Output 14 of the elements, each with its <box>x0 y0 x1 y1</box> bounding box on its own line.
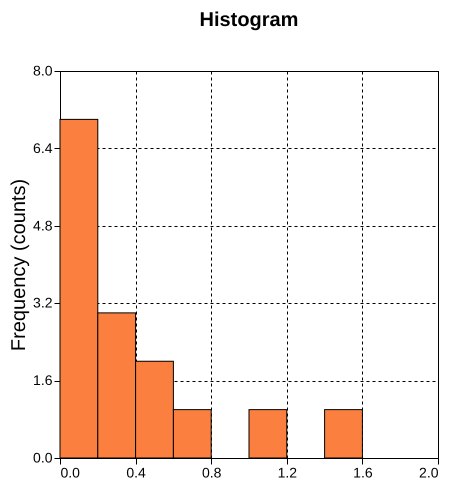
y-tick-label: 3.2 <box>33 294 53 311</box>
x-tick-label: 1.6 <box>353 464 373 480</box>
x-tick-label: 0.4 <box>126 464 146 480</box>
y-tick-label: 8.0 <box>33 62 53 78</box>
x-tick-label: 1.2 <box>278 464 298 480</box>
y-tick-label: 6.4 <box>33 140 53 156</box>
x-tick-label: 0.0 <box>60 464 80 480</box>
x-tick-label: 0.8 <box>202 464 222 480</box>
chart-title: Histogram <box>200 9 298 31</box>
y-tick-label: 1.6 <box>33 372 53 388</box>
x-tick-label: 2.0 <box>419 464 439 480</box>
y-tick-label: 0.0 <box>33 450 53 466</box>
y-tick-label: 4.8 <box>33 217 53 234</box>
y-axis-title: Frequency (counts) <box>8 178 30 352</box>
